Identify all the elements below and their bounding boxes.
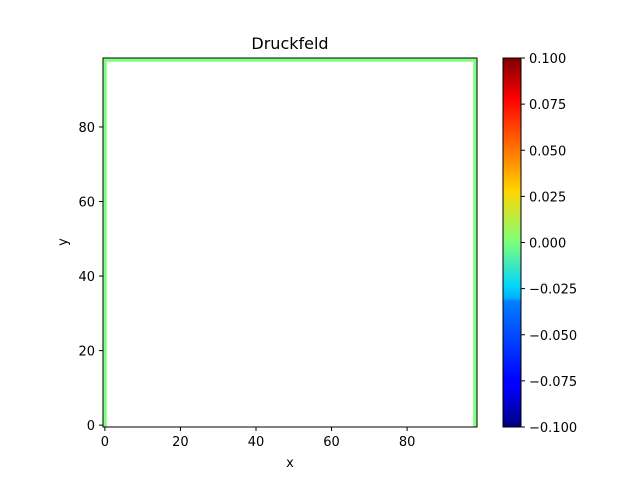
colorbar-tick-label: 0.100 (529, 52, 566, 67)
x-tick-label: 80 (399, 435, 416, 450)
x-axis-label: x (286, 456, 294, 471)
chart-title: Druckfeld (251, 34, 328, 53)
field-top-row (103, 58, 477, 62)
colorbar-tick-label: −0.025 (529, 283, 577, 298)
colorbar-tick-label: −0.050 (529, 329, 577, 344)
colorbar (502, 57, 522, 428)
x-tick-label: 60 (323, 435, 340, 450)
colorbar-tick-label: 0.000 (529, 237, 566, 252)
field-right-column (473, 58, 477, 427)
plot-area (102, 57, 478, 428)
plot-frame (102, 57, 478, 428)
colorbar-tick-label: −0.075 (529, 375, 577, 390)
field-left-column (103, 58, 107, 427)
x-tick-label: 40 (248, 435, 265, 450)
y-tick-label: 60 (78, 196, 95, 211)
y-tick-label: 40 (78, 270, 95, 285)
colorbar-gradient (502, 57, 522, 428)
colorbar-tick-label: 0.075 (529, 98, 566, 113)
y-tick-label: 20 (78, 345, 95, 360)
colorbar-ticks: 0.100 0.075 0.050 0.025 0.000 −0.025 −0.050 −0.… (521, 52, 577, 436)
y-axis-label: y (56, 238, 71, 246)
colorbar-tick-label: −0.100 (529, 421, 577, 436)
y-axis-ticks: 0 20 40 60 80 (78, 121, 103, 434)
y-tick-label: 0 (87, 419, 95, 434)
colorbar-tick-label: 0.025 (529, 190, 566, 205)
colorbar-tick-label: 0.050 (529, 144, 566, 159)
x-axis-ticks: 0 20 40 60 80 (101, 427, 416, 450)
y-tick-label: 80 (78, 121, 95, 136)
x-tick-label: 0 (101, 435, 109, 450)
x-tick-label: 20 (172, 435, 189, 450)
